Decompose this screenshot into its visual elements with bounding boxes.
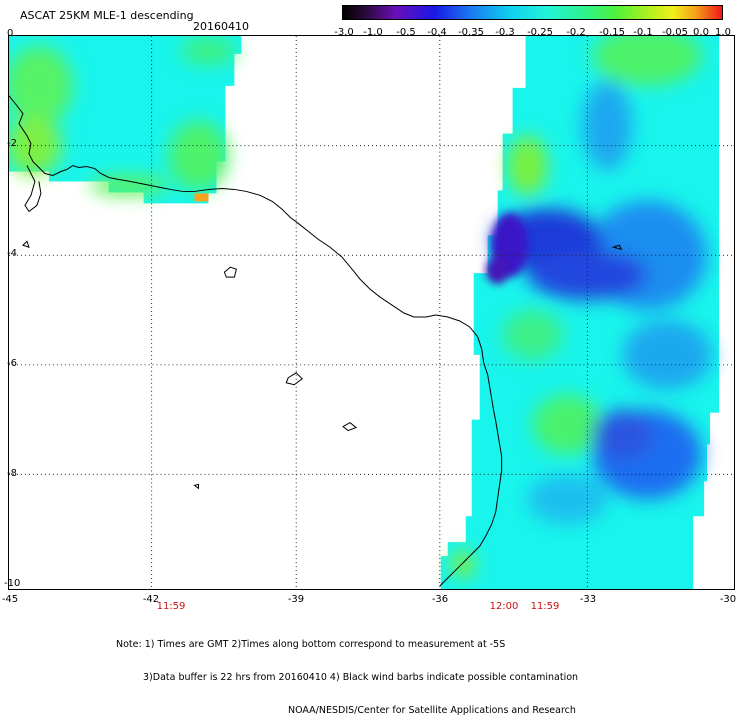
- island: [285, 372, 303, 386]
- lon-label: -39: [287, 594, 305, 605]
- green-patch: [9, 115, 62, 176]
- green-patch: [592, 36, 703, 86]
- right-swath: [440, 36, 720, 589]
- lat-label: -10: [4, 578, 21, 589]
- lat-label: -6: [7, 358, 17, 369]
- lon-label: -45: [1, 594, 19, 605]
- time-label: 11:59: [156, 601, 186, 612]
- lon-label: -33: [579, 594, 597, 605]
- colorbar-label: -0.2: [566, 27, 586, 38]
- colorbar-label: -0.15: [599, 27, 625, 38]
- time-label: 12:00: [489, 601, 519, 612]
- wind-map: [8, 35, 735, 590]
- colorbar-label: -0.1: [633, 27, 653, 38]
- footer-note: Note: 1) Times are GMT 2)Times along bot…: [116, 617, 578, 727]
- light-blue-patch: [622, 319, 713, 390]
- lon-label: -36: [431, 594, 449, 605]
- footer-line: 3)Data buffer is 22 hrs from 20160410 4)…: [143, 672, 579, 683]
- green-patch: [507, 135, 548, 196]
- light-blue-patch: [527, 474, 608, 525]
- island: [193, 483, 199, 490]
- island: [342, 421, 358, 432]
- green-patch: [168, 120, 229, 191]
- green-patch: [88, 175, 169, 196]
- colorbar-label: -0.25: [527, 27, 553, 38]
- colorbar-label: -0.05: [662, 27, 688, 38]
- lat-label: -8: [7, 468, 17, 479]
- lat-label: -2: [7, 138, 17, 149]
- footer-line: NOAA/NESDIS/Center for Satellite Applica…: [288, 705, 576, 716]
- green-patch: [180, 36, 237, 65]
- lat-label: 0: [7, 28, 14, 39]
- colorbar-label: -0.3: [495, 27, 515, 38]
- map-date: 20160410: [193, 20, 249, 33]
- colorbar-label: -1.0: [363, 27, 383, 38]
- green-patch: [532, 394, 603, 455]
- lon-label: -42: [142, 594, 160, 605]
- colorbar-label: -0.35: [458, 27, 484, 38]
- coastline: [24, 165, 42, 213]
- island: [223, 266, 237, 278]
- green-patch: [9, 45, 73, 126]
- colorbar: [342, 5, 723, 20]
- island: [611, 244, 623, 250]
- dark-blue-patch: [485, 256, 510, 285]
- colorbar-label: -3.0: [334, 27, 354, 38]
- map-title: ASCAT 25KM MLE-1 descending: [20, 9, 194, 22]
- time-label: 11:59: [530, 601, 560, 612]
- footer-line: Note: 1) Times are GMT 2)Times along bot…: [116, 639, 506, 650]
- colorbar-labels: -3.0 -1.0 -0.5 -0.4 -0.35 -0.3 -0.25 -0.…: [320, 27, 735, 39]
- colorbar-label: -0.4: [427, 27, 447, 38]
- light-blue-patch: [582, 80, 633, 171]
- coastline: [9, 95, 503, 587]
- colorbar-label: 0.0: [693, 27, 709, 38]
- left-swath: [9, 36, 242, 204]
- green-patch: [502, 310, 563, 360]
- orange-cell: [194, 193, 209, 202]
- blue-patch: [592, 409, 653, 460]
- colorbar-label: 1.0: [715, 27, 731, 38]
- island: [22, 240, 30, 249]
- lon-label: -30: [719, 594, 737, 605]
- grid: [9, 36, 734, 589]
- colorbar-label: -0.5: [396, 27, 416, 38]
- lat-label: -4: [7, 248, 17, 259]
